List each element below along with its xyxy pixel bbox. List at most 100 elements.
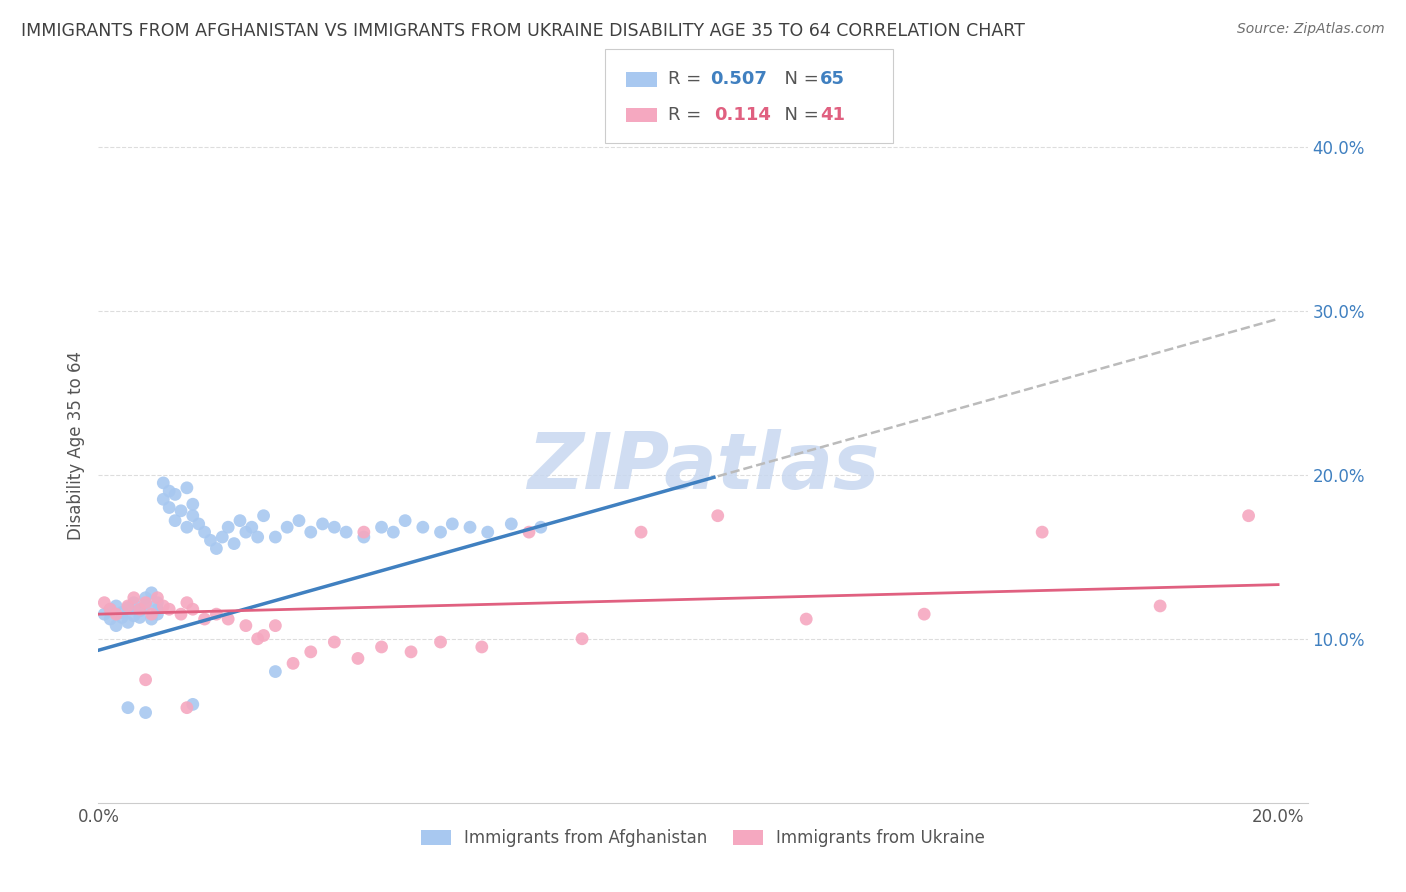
Point [412,520,434,534]
Text: IMMIGRANTS FROM AFGHANISTAN VS IMMIGRANTS FROM UKRAINE DISABILITY AGE 35 TO 64 C: IMMIGRANTS FROM AFGHANISTAN VS IMMIGRANT… [21,22,1025,40]
Point [264,665,287,679]
Point [105,599,128,613]
Text: N =: N = [773,70,825,88]
Point [135,599,157,613]
Point [353,530,375,544]
Text: 0.114: 0.114 [714,106,770,124]
Point [152,599,174,613]
Point [157,602,180,616]
Point [176,481,198,495]
Point [135,596,157,610]
Point [157,500,180,515]
Point [176,596,198,610]
Point [252,508,274,523]
Point [347,651,370,665]
Point [399,645,422,659]
Point [394,514,416,528]
Point [323,635,346,649]
Point [128,602,150,616]
Point [205,607,228,622]
Point [1237,508,1260,523]
Point [299,525,322,540]
Point [111,606,134,620]
Point [135,706,157,720]
Point [441,516,464,531]
Point [235,618,257,632]
Point [176,520,198,534]
Point [181,497,204,511]
Point [429,525,451,540]
Point [276,520,298,534]
Point [146,602,169,616]
Point [477,525,499,540]
Point [93,607,115,622]
Point [240,520,263,534]
Point [235,525,257,540]
Point [122,596,145,610]
Point [571,632,593,646]
Point [311,516,333,531]
Point [117,600,139,615]
Point [264,618,287,632]
Point [264,530,287,544]
Point [222,536,245,550]
Point [530,520,553,534]
Point [458,520,481,534]
Point [170,607,193,622]
Point [217,612,239,626]
Point [181,508,204,523]
Text: 65: 65 [820,70,845,88]
Point [98,612,121,626]
Point [211,530,233,544]
Point [93,596,115,610]
Point [187,516,209,531]
Point [181,698,204,712]
Point [146,596,169,610]
Point [252,628,274,642]
Point [288,514,311,528]
Legend: Immigrants from Afghanistan, Immigrants from Ukraine: Immigrants from Afghanistan, Immigrants … [413,821,993,855]
Point [194,612,217,626]
Point [122,591,145,605]
Point [205,541,228,556]
Point [122,608,145,623]
Point [141,586,163,600]
Point [135,673,157,687]
Point [912,607,935,622]
Point [200,533,222,548]
Text: ZIPatlas: ZIPatlas [527,429,879,506]
Point [157,484,180,499]
Point [517,525,540,540]
Text: R =: R = [668,106,713,124]
Point [1031,525,1053,540]
Text: R =: R = [668,70,707,88]
Point [98,602,121,616]
Point [117,615,139,630]
Point [246,530,269,544]
Point [98,602,121,616]
Point [335,525,357,540]
Point [630,525,652,540]
Point [217,520,239,534]
Text: Source: ZipAtlas.com: Source: ZipAtlas.com [1237,22,1385,37]
Point [382,525,405,540]
Point [246,632,269,646]
Point [706,508,728,523]
Point [146,607,169,622]
Point [794,612,817,626]
Point [117,599,139,613]
Point [501,516,523,531]
Text: 41: 41 [820,106,845,124]
Point [176,700,198,714]
Point [1149,599,1171,613]
Point [299,645,322,659]
Point [353,525,375,540]
Point [105,607,128,622]
Point [165,514,187,528]
Text: 0.507: 0.507 [710,70,766,88]
Point [165,487,187,501]
Point [135,591,157,605]
Point [141,607,163,622]
Point [128,604,150,618]
Point [117,700,139,714]
